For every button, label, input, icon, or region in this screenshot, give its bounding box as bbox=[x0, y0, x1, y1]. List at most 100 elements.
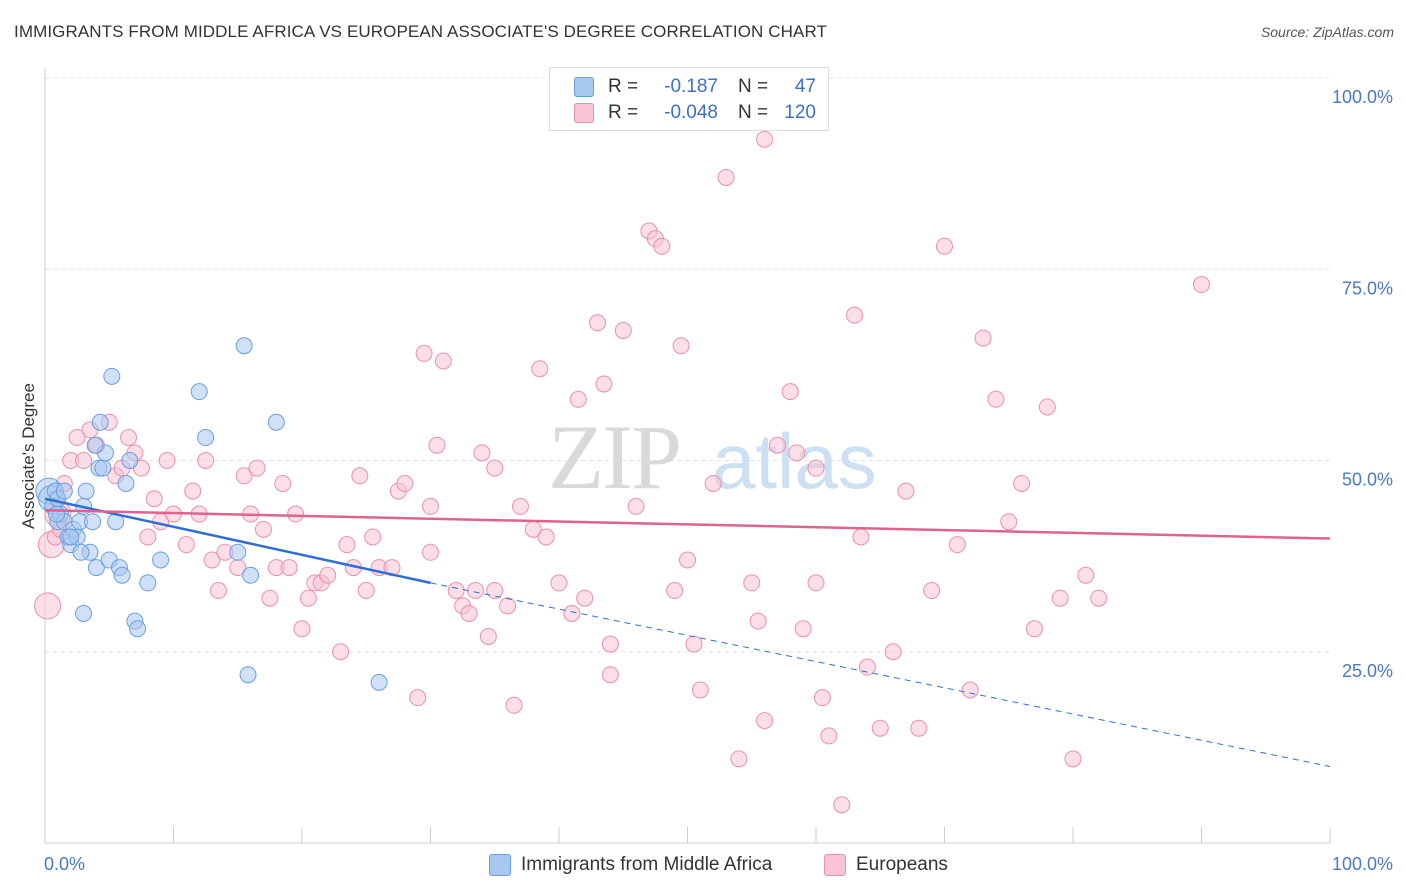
point-europeans bbox=[209, 582, 227, 600]
point-europeans bbox=[447, 582, 465, 600]
point-europeans bbox=[1025, 620, 1043, 638]
point-europeans bbox=[781, 383, 799, 401]
point-europeans bbox=[235, 467, 253, 485]
point-europeans bbox=[756, 130, 774, 148]
point-middle-africa bbox=[190, 383, 208, 401]
point-middle-africa bbox=[267, 413, 285, 431]
point-middle-africa bbox=[152, 551, 170, 569]
point-europeans bbox=[569, 390, 587, 408]
point-europeans bbox=[1013, 474, 1031, 492]
point-europeans bbox=[948, 536, 966, 554]
legend-r-value: -0.187 bbox=[664, 76, 718, 97]
point-europeans bbox=[788, 444, 806, 462]
point-europeans bbox=[511, 497, 529, 515]
point-europeans bbox=[422, 543, 439, 561]
legend-r-value: -0.048 bbox=[664, 102, 718, 123]
point-europeans bbox=[910, 719, 928, 737]
point-middle-africa bbox=[48, 505, 66, 523]
point-middle-africa bbox=[113, 566, 131, 584]
point-europeans bbox=[75, 452, 93, 469]
point-europeans bbox=[743, 574, 761, 592]
point-middle-africa bbox=[239, 666, 257, 684]
point-europeans bbox=[820, 727, 838, 745]
point-europeans bbox=[601, 666, 619, 684]
point-europeans bbox=[858, 658, 876, 676]
axes bbox=[44, 68, 1331, 844]
point-europeans bbox=[807, 574, 825, 592]
point-middle-africa bbox=[91, 413, 109, 431]
y-axis-label: Associate's Degree bbox=[19, 383, 38, 529]
point-europeans bbox=[897, 482, 915, 500]
point-middle-africa bbox=[242, 566, 260, 584]
legend-swatch-blue bbox=[574, 77, 594, 97]
point-europeans bbox=[871, 719, 889, 737]
point-europeans bbox=[434, 352, 452, 370]
point-europeans bbox=[319, 566, 337, 584]
point-europeans bbox=[254, 520, 272, 538]
point-europeans bbox=[364, 528, 382, 546]
point-europeans bbox=[749, 612, 767, 630]
point-middle-africa bbox=[117, 474, 135, 492]
point-europeans bbox=[704, 474, 722, 492]
bottom-legend-middle-africa: Immigrants from Middle Africa bbox=[489, 852, 772, 878]
legend-n-value: 47 bbox=[794, 76, 816, 97]
point-europeans bbox=[807, 459, 825, 477]
point-europeans bbox=[505, 696, 523, 714]
point-europeans bbox=[614, 321, 632, 339]
x-tick-label-right: 100.0% bbox=[1332, 854, 1393, 874]
point-middle-africa bbox=[87, 559, 105, 577]
point-europeans bbox=[299, 589, 317, 607]
point-europeans bbox=[1090, 589, 1108, 607]
point-middle-africa bbox=[370, 673, 388, 691]
point-europeans bbox=[601, 635, 619, 653]
trend-line-middle-africa-extension bbox=[430, 582, 1331, 767]
point-europeans bbox=[717, 168, 735, 186]
point-europeans bbox=[422, 497, 439, 515]
chart-source: Source: ZipAtlas.com bbox=[1260, 24, 1394, 40]
point-europeans bbox=[145, 490, 163, 508]
point-europeans bbox=[177, 536, 195, 554]
y-tick-label: 50.0% bbox=[1342, 470, 1393, 490]
point-europeans bbox=[473, 444, 491, 462]
point-europeans bbox=[158, 452, 176, 469]
point-europeans bbox=[589, 314, 607, 332]
trend-line-europeans bbox=[44, 508, 1331, 540]
point-europeans bbox=[1077, 566, 1095, 584]
point-europeans bbox=[685, 635, 703, 653]
point-middle-africa bbox=[139, 574, 157, 592]
point-europeans bbox=[961, 681, 979, 699]
point-europeans bbox=[486, 582, 504, 600]
point-europeans bbox=[923, 582, 941, 600]
point-europeans bbox=[627, 497, 645, 515]
point-europeans bbox=[203, 551, 221, 569]
watermark: ZIP atlas bbox=[548, 406, 877, 508]
point-europeans bbox=[884, 643, 902, 661]
point-europeans bbox=[479, 627, 497, 645]
point-europeans bbox=[576, 589, 594, 607]
point-europeans bbox=[537, 528, 555, 546]
point-europeans bbox=[852, 528, 870, 546]
point-middle-africa bbox=[229, 543, 247, 561]
point-europeans bbox=[563, 605, 581, 622]
bottom-legend-label: Europeans bbox=[856, 854, 948, 875]
point-europeans bbox=[794, 620, 812, 638]
legend-n-label: N = bbox=[738, 76, 769, 97]
legend-n-label: N = bbox=[738, 102, 769, 123]
bottom-legend-swatch-blue bbox=[489, 854, 511, 876]
point-europeans bbox=[846, 306, 864, 324]
point-europeans bbox=[730, 750, 748, 768]
y-tick-label: 25.0% bbox=[1342, 661, 1393, 681]
point-europeans bbox=[139, 528, 157, 546]
point-middle-africa bbox=[55, 482, 73, 500]
point-middle-africa bbox=[197, 429, 215, 447]
point-middle-africa bbox=[94, 459, 112, 477]
point-europeans bbox=[756, 712, 774, 730]
legend-n-value: 120 bbox=[784, 102, 816, 123]
point-middle-africa bbox=[86, 436, 104, 454]
point-europeans bbox=[68, 429, 86, 447]
chart-title: IMMIGRANTS FROM MIDDLE AFRICA VS EUROPEA… bbox=[14, 22, 827, 41]
watermark-zip: ZIP bbox=[548, 406, 680, 508]
point-europeans bbox=[466, 582, 484, 600]
point-europeans bbox=[287, 505, 305, 523]
